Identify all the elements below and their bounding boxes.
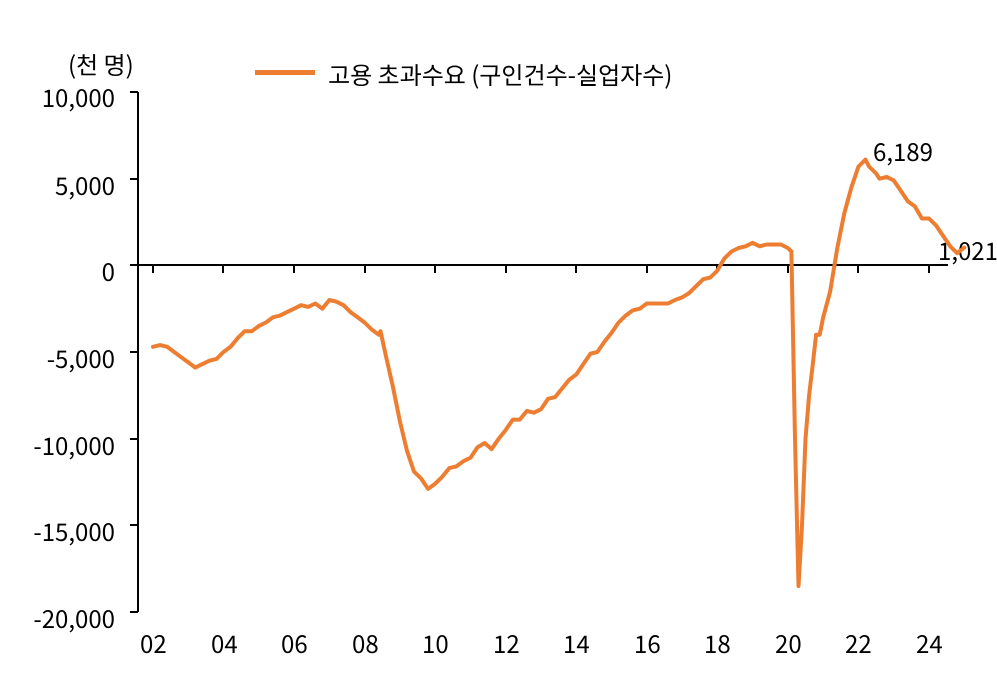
series-line [153, 160, 964, 586]
plot-svg [0, 0, 997, 676]
chart-container: (천 명) 고용 초과수요 (구인건수-실업자수) 10,000 5,000 0… [0, 0, 997, 676]
